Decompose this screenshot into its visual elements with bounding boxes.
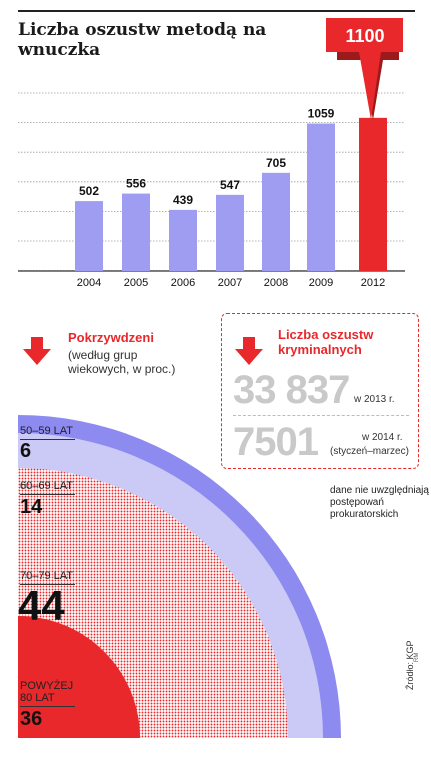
stats-box — [221, 313, 419, 469]
age-value-80-plus: 36 — [20, 708, 43, 730]
core-80-plus — [18, 616, 140, 738]
age-rule — [20, 706, 75, 707]
kryminalne-title: Liczba oszustw kryminalnych — [278, 327, 374, 357]
value-label-2009: 1059 — [308, 107, 335, 121]
age-label-50-59: 50–59 LAT — [20, 425, 74, 437]
age-value-60-69: 14 — [20, 496, 43, 518]
age-value-50-59: 6 — [20, 440, 32, 462]
bars — [75, 117, 387, 271]
x-tick-2006: 2006 — [171, 277, 195, 289]
stat-2014-note: w 2014 r. — [362, 432, 403, 443]
callout-box — [326, 18, 403, 120]
value-label-2004: 502 — [79, 184, 99, 198]
x-tick-2005: 2005 — [124, 277, 148, 289]
value-label-2008: 705 — [266, 156, 286, 170]
bar-2007 — [216, 194, 244, 271]
age-label-70-79: 70–79 LAT — [20, 570, 74, 582]
callout-value-label: 1100 — [345, 26, 384, 46]
stat-2014-period: (styczeń–marzec) — [330, 446, 409, 457]
value-label-2007: 547 — [220, 178, 240, 192]
source-note: Źródło: KGP — [405, 640, 415, 690]
bar-2005 — [122, 193, 150, 271]
bar-chart: 502 556 439 547 705 1059 2004 2005 2006 2007 2008… — [18, 18, 405, 289]
age-value-70-79: 44 — [18, 582, 65, 629]
down-arrow-icon — [235, 337, 263, 365]
age-rule — [20, 439, 75, 440]
x-tick-labels: 2004 2005 2006 2007 2008 2009 2012 — [77, 277, 385, 289]
x-tick-2007: 2007 — [218, 277, 242, 289]
x-tick-2009: 2009 — [309, 277, 333, 289]
x-tick-2004: 2004 — [77, 277, 101, 289]
bar-value-labels: 502 556 439 547 705 1059 — [79, 107, 335, 207]
footnote: dane nie uwzględ­niają postępowań prokur… — [330, 485, 429, 520]
age-label-80-line2: 80 LAT — [20, 692, 55, 704]
highlight-callout: 1100 — [326, 18, 403, 120]
age-label-60-69: 60–69 LAT — [20, 480, 74, 492]
age-label-80-line1: POWYŻEJ — [20, 680, 74, 692]
pokrzywdzeni-title: Pokrzywdzeni — [68, 330, 154, 345]
stats-divider — [233, 415, 409, 416]
bar-2004 — [75, 201, 103, 271]
author-credit: RM — [414, 652, 420, 662]
x-tick-2008: 2008 — [264, 277, 288, 289]
value-label-2006: 439 — [173, 193, 193, 207]
bar-2012 — [359, 117, 387, 271]
stat-2013-value: 33 837 — [233, 368, 350, 412]
pokrzywdzeni-subtitle: (według grup wiekowych, w proc.) — [68, 348, 176, 376]
chart-title: Liczba oszustw metodą na wnuczka — [18, 20, 267, 60]
age-rule — [20, 494, 75, 495]
age-rule — [20, 584, 75, 585]
bar-2009 — [307, 123, 335, 271]
top-rule — [18, 10, 415, 12]
value-label-2005: 556 — [126, 177, 146, 191]
x-tick-2012: 2012 — [361, 277, 385, 289]
bar-2006 — [169, 209, 197, 271]
stat-2014-value: 7501 — [233, 420, 319, 464]
down-arrow-icon — [23, 337, 51, 365]
stat-2013-note: w 2013 r. — [354, 394, 395, 405]
bar-2008 — [262, 172, 290, 271]
